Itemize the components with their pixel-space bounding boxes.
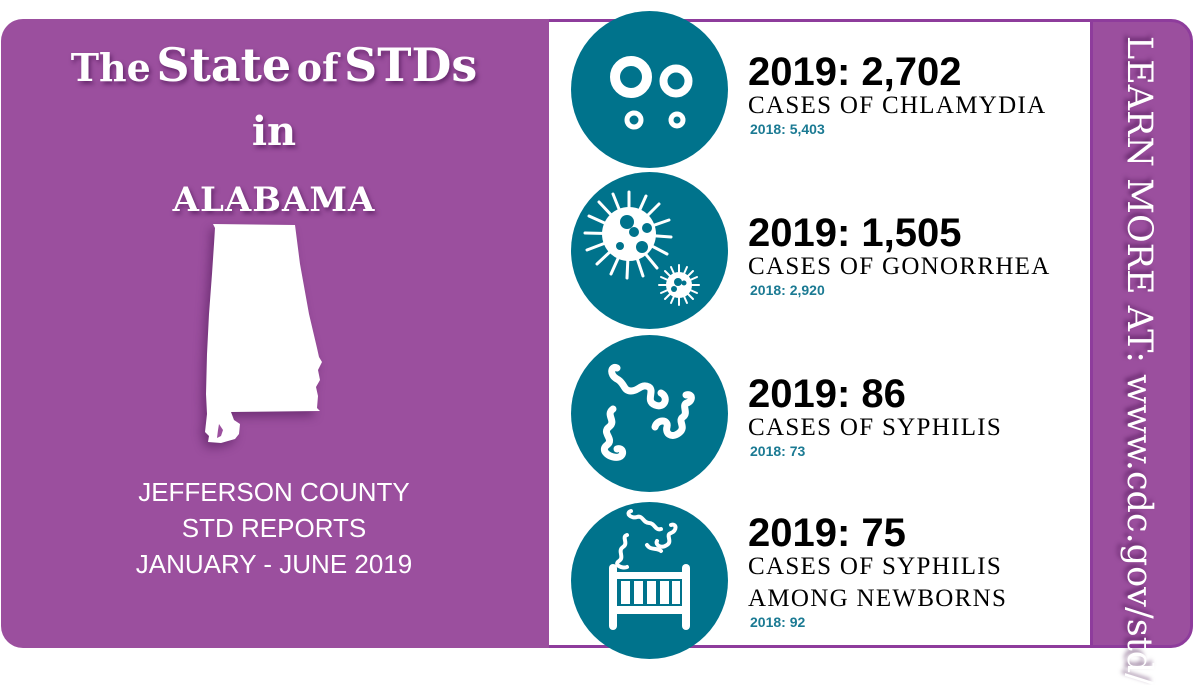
- stat-syphilis: 2019: 86 CASES OF SYPHILIS 2018: 73: [748, 374, 1002, 460]
- state-name: ALABAMA: [172, 180, 376, 220]
- stat-label: CASES OF GONORRHEA: [748, 253, 1051, 280]
- stat-label-line2: AMONG NEWBORNS: [748, 585, 1008, 612]
- title-in: in: [251, 108, 297, 155]
- subtitle-reports: STD REPORTS: [181, 513, 367, 543]
- stat-chlamydia: 2019: 2,702 CASES OF CHLAMYDIA 2018: 5,4…: [748, 52, 1046, 138]
- syphilis-icon: [571, 335, 728, 492]
- stat-label: CASES OF SYPHILIS: [748, 414, 1003, 441]
- stat-headline: 2019: 75: [748, 511, 906, 555]
- subtitle-county: JEFFERSON COUNTY: [138, 477, 410, 507]
- newborn-syphilis-icon: [571, 502, 728, 659]
- stat-headline: 2019: 86: [748, 372, 906, 416]
- report-subtitle: JEFFERSON COUNTY STD REPORTS JANUARY - J…: [0, 474, 548, 582]
- learn-more-link[interactable]: LEARN MORE AT: www.cdc.gov/std/: [1119, 36, 1159, 685]
- stat-label: CASES OF CHLAMYDIA: [748, 92, 1047, 119]
- stat-gonorrhea: 2019: 1,505 CASES OF GONORRHEA 2018: 2,9…: [748, 213, 1051, 299]
- subtitle-period: JANUARY - JUNE 2019: [135, 549, 413, 579]
- stat-previous-year: 2018: 2,920: [750, 282, 825, 298]
- title-word-the: The: [70, 45, 151, 90]
- title-word-state: State: [156, 38, 292, 92]
- stat-headline: 2019: 2,702: [748, 50, 962, 94]
- stat-headline: 2019: 1,505: [748, 211, 962, 255]
- stat-previous-year: 2018: 92: [750, 614, 806, 630]
- learn-more-strip: [1090, 19, 1193, 648]
- stat-previous-year: 2018: 73: [750, 443, 806, 459]
- main-title: The State of STDs: [0, 38, 548, 92]
- title-word-of: of: [296, 45, 339, 90]
- stat-newborn-syphilis: 2019: 75 CASES OF SYPHILIS AMONG NEWBORN…: [748, 513, 1007, 631]
- stat-label: CASES OF SYPHILIS: [748, 553, 1003, 580]
- stat-previous-year: 2018: 5,403: [750, 121, 825, 137]
- alabama-map-icon: [205, 224, 322, 443]
- gonorrhea-icon: [571, 172, 728, 329]
- chlamydia-icon: [571, 11, 728, 168]
- title-word-stds: STDs: [344, 38, 478, 92]
